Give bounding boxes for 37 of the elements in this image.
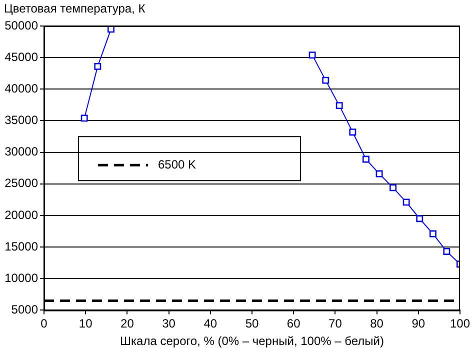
y-tick-label: 5000 [11,302,38,317]
x-axis-title: Шкала серого, % (0% – черный, 100% – белый) [120,334,384,348]
point [390,184,396,192]
point [336,102,343,110]
y-tick-label: 40000 [4,81,38,96]
y-axis-title: Цветовая температура, К [4,1,146,16]
x-tick-label: 50 [245,316,259,331]
point [443,248,450,255]
point [349,128,356,136]
y-tick-label: 30000 [4,144,38,159]
point [416,215,424,222]
x-tick-label: 70 [328,316,342,331]
y-tick-label: 25000 [4,176,38,190]
x-tick-label: 30 [162,316,176,331]
y-tick-label: 15000 [4,239,38,254]
point [322,76,330,84]
y-tick-label: 20000 [4,208,38,222]
point [402,198,410,206]
x-tick-label: 10 [78,316,93,331]
y-tick-label: 35000 [4,113,38,128]
x-tick-label: 100 [450,316,470,331]
x-tick-label: 20 [120,316,134,331]
x-tick-label: 0 [40,316,48,331]
y-tick-label: 50000 [4,18,38,32]
x-tick-label: 90 [412,316,426,331]
x-tick-label: 80 [370,316,384,331]
point [376,170,383,178]
x-tick-label: 40 [204,316,218,331]
x-tick-label: 60 [286,316,301,331]
y-tick-label: 10000 [4,270,38,285]
point [362,156,370,163]
point [308,52,316,59]
legend-label: 6500 K [158,157,196,172]
y-tick-label: 45000 [4,50,38,64]
point [80,114,88,122]
point [429,230,436,238]
point [94,62,102,70]
